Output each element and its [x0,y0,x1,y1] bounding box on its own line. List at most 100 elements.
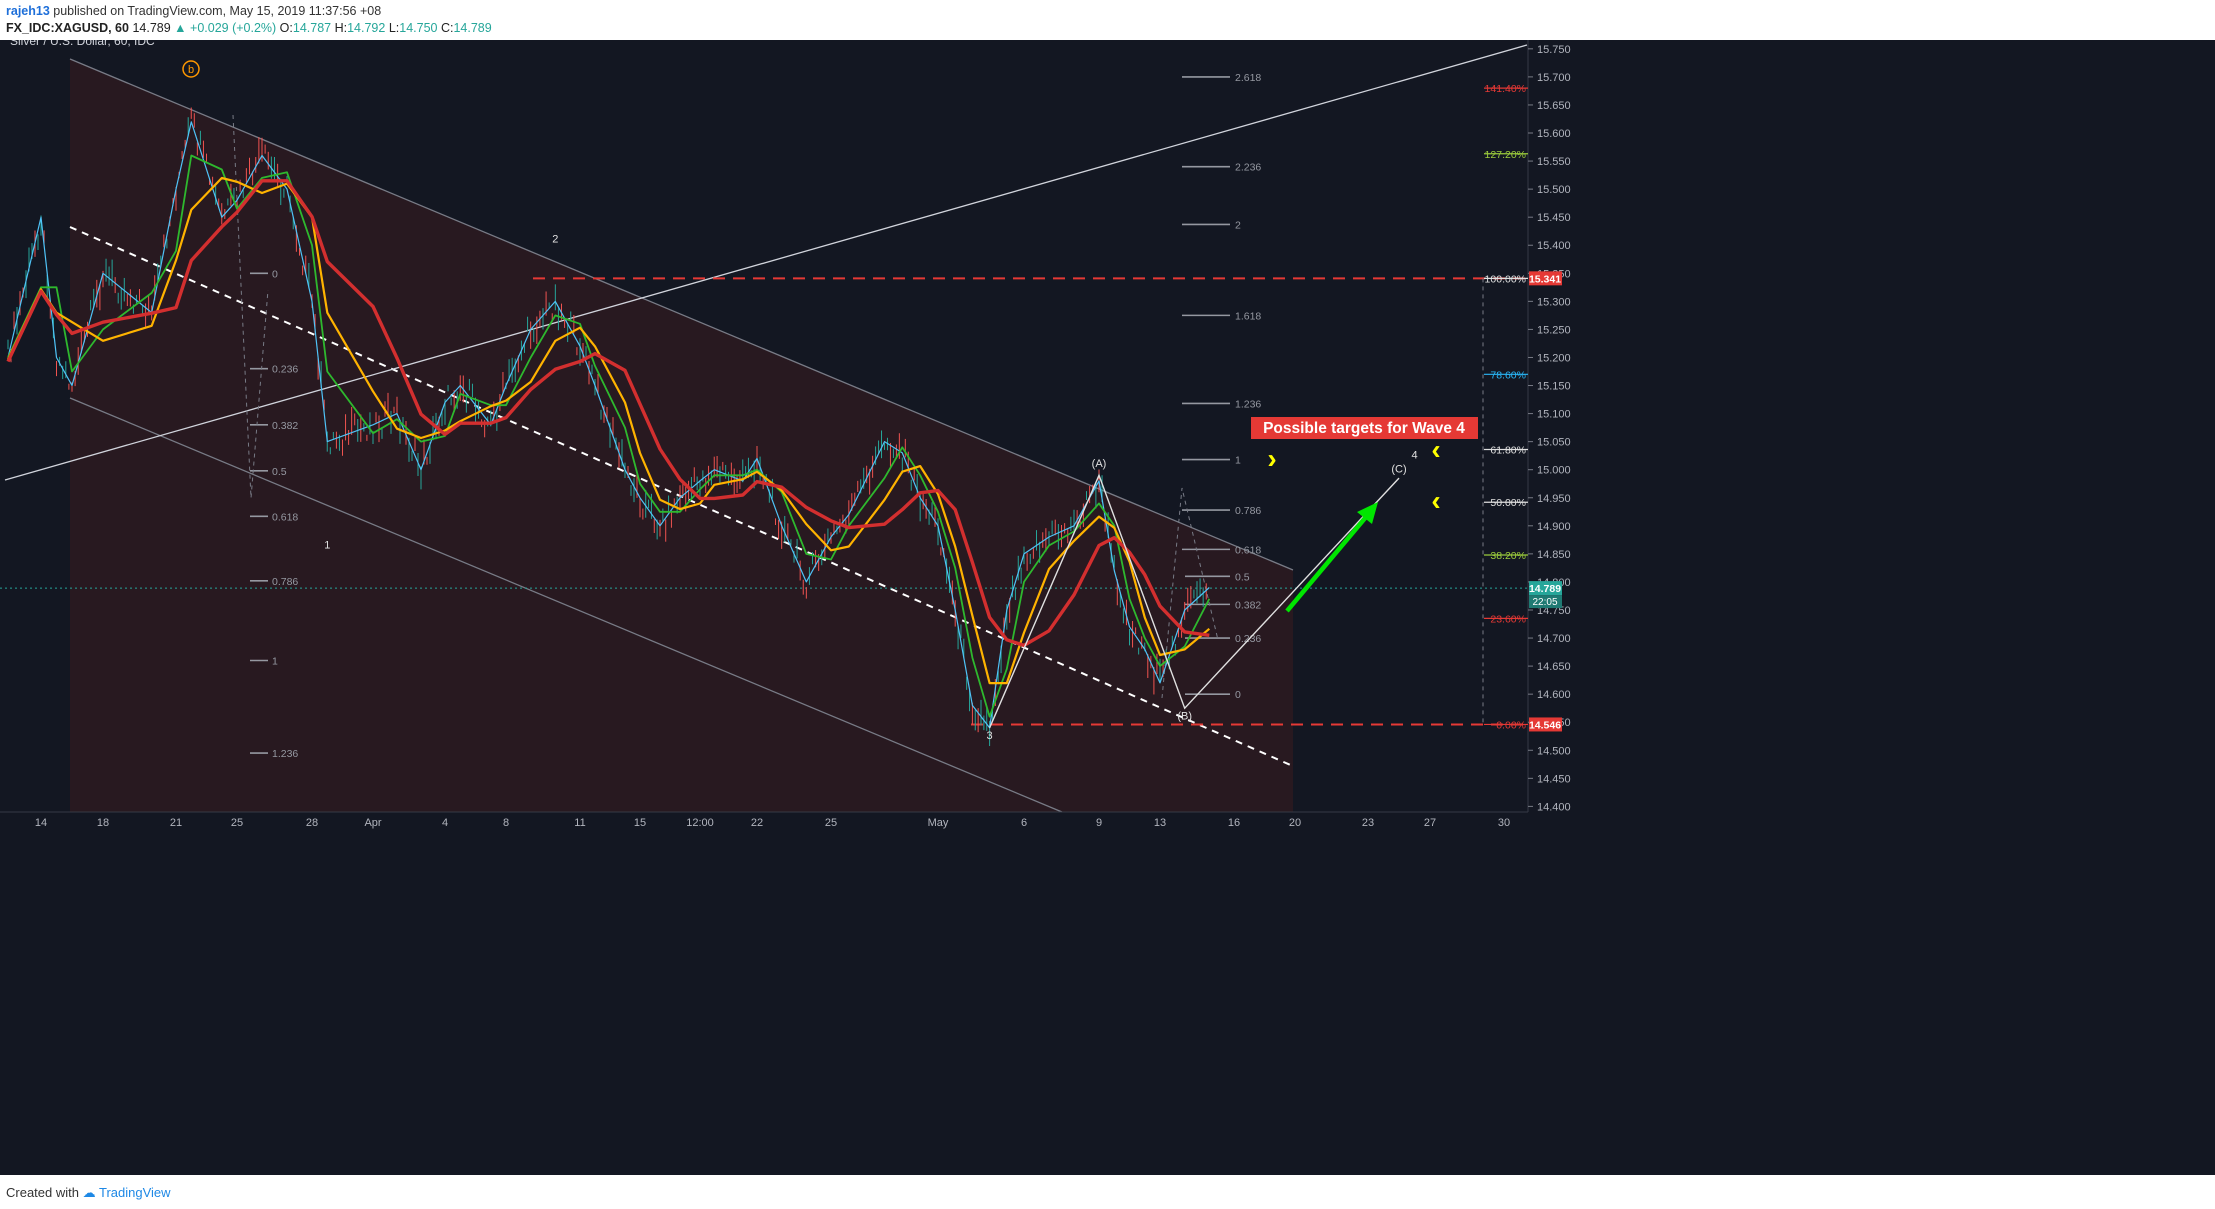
wave4-annotation-text: Possible targets for Wave 4 [1263,420,1465,437]
x-tick-label: 30 [1498,817,1510,829]
fib-mid-label: 0.618 [1235,544,1261,556]
y-tick-label: 15.100 [1537,409,1571,421]
y-tick-label: 14.950 [1537,493,1571,505]
x-tick-label: May [928,817,949,829]
y-tick-label: 14.450 [1537,773,1571,785]
support-price-tag: 14.546 [1529,719,1561,731]
y-tick-label: 15.250 [1537,324,1571,336]
y-tick-label: 14.900 [1537,521,1571,533]
green-arrow-shaft [1285,509,1373,613]
fib-small-label: 0.382 [1235,599,1261,611]
wave-label: (B) [1177,710,1192,722]
created-with-label: Created with [6,1185,79,1200]
fib-small-label: 0.5 [1235,571,1250,583]
open-value: 14.787 [292,21,332,35]
y-tick-label: 15.450 [1537,212,1571,224]
y-tick-label: 14.500 [1537,745,1571,757]
abc-wave-path [988,473,1400,729]
fib-ext-label: 0.00% [1496,719,1526,731]
ohlc-values: O:14.787 H:14.792 L:14.750 C:14.789 [280,21,492,35]
fib-left-label: 0.786 [272,576,298,588]
y-tick-label: 14.600 [1537,689,1571,701]
high-value: 14.792 [347,21,386,35]
author-link[interactable]: rajeh13 [6,4,50,18]
x-tick-label: 22 [751,817,763,829]
y-tick-label: 15.200 [1537,352,1571,364]
yellow-chevron-icon: ‹ [1431,434,1440,465]
wave-label-b: b [188,64,194,76]
publish-line: rajeh13 published on TradingView.com, Ma… [6,4,381,18]
fib-ext-label: 127.20% [1485,149,1526,161]
wave-b-circle [182,60,200,78]
y-tick-label: 15.750 [1537,44,1571,56]
fib-left-label: 0.382 [272,420,298,432]
x-tick-label: 23 [1362,817,1374,829]
wave-label: 3 [987,730,993,742]
fib-ext-label: 23.60% [1490,613,1526,625]
fib-left-label: 0 [272,268,278,280]
countdown-tag-bg [1529,595,1562,609]
fib-ext-label: 61.80% [1490,444,1526,456]
tradingview-logo-icon: ☁ [82,1185,96,1200]
yellow-chevron-icon: › [1267,443,1276,474]
fib-mid-label: 2 [1235,219,1241,231]
y-tick-label: 15.000 [1537,465,1571,477]
wave-label: 2 [552,233,558,245]
tradingview-brand[interactable]: TradingView [99,1185,171,1200]
y-tick-label: 14.650 [1537,661,1571,673]
yellow-chevron-icon: ‹ [1431,485,1440,516]
ma-slow-line [7,176,1211,685]
y-tick-label: 15.600 [1537,128,1571,140]
x-tick-label: 8 [503,817,509,829]
fib-left-label: 0.618 [272,511,298,523]
chart-title: Silver / U.S. Dollar, 60, IDC [10,40,155,48]
open-label: O: [279,21,293,35]
fib-ext-label: 100.00% [1485,273,1526,285]
fib-left-label: 0.236 [272,364,298,376]
close-label: C: [440,21,454,35]
countdown-tag: 22:05 [1532,597,1557,608]
wave-label: 1 [324,539,330,551]
x-tick-label: 16 [1228,817,1240,829]
y-tick-label: 15.300 [1537,296,1571,308]
close-value: 14.789 [453,21,492,35]
price-change: +0.029 (+0.2%) [190,21,277,35]
price-chart[interactable]: 15.750 15.700 15.650 15.600 15.550 15.500 15.4… [0,40,2215,1175]
fib-left-label: 0.5 [272,466,287,478]
fib-ext-label: 78.60% [1490,369,1526,381]
x-tick-label: 12:00 [686,817,714,829]
fib-small-label: 0 [1235,689,1241,701]
fib-mid-label: 2.236 [1235,162,1261,174]
current-price-tag-bg [1529,581,1562,596]
fib-mid-label: 0.786 [1235,505,1261,517]
y-tick-label: 15.150 [1537,381,1571,393]
fib-left-label: 1.236 [272,748,298,760]
channel-fill [70,59,1293,836]
y-tick-label: 14.850 [1537,549,1571,561]
ma-fast-line [7,121,1210,729]
low-label: L: [388,21,400,35]
fib-ext-label: 141.40% [1485,83,1526,95]
x-tick-label: 20 [1289,817,1301,829]
symbol-name: FX_IDC:XAGUSD, 60 [6,21,129,35]
green-arrowhead-icon [1357,502,1378,524]
fib-ext-label: 38.20% [1490,550,1526,562]
fib-mid-label: 1.236 [1235,398,1261,410]
wave-label: (C) [1391,464,1406,476]
x-axis-band [0,812,2215,852]
fib-mid-label: 1 [1235,455,1241,467]
x-tick-label: 11 [574,817,585,829]
x-tick-label: 25 [231,817,243,829]
current-price-tag: 14.789 [1529,583,1561,595]
publish-header: rajeh13 published on TradingView.com, Ma… [0,0,2215,40]
y-tick-label: 15.500 [1537,184,1571,196]
fib-left-connector [232,114,269,499]
change-arrow-icon: ▲ [174,21,187,35]
y-tick-label: 15.050 [1537,437,1571,449]
wave4-annotation-box [1251,417,1478,439]
x-tick-label: 13 [1154,817,1166,829]
x-tick-label: 14 [35,817,47,829]
x-tick-label: 28 [306,817,318,829]
resistance-price-tag: 15.341 [1529,273,1561,285]
x-tick-label: 9 [1096,817,1102,829]
